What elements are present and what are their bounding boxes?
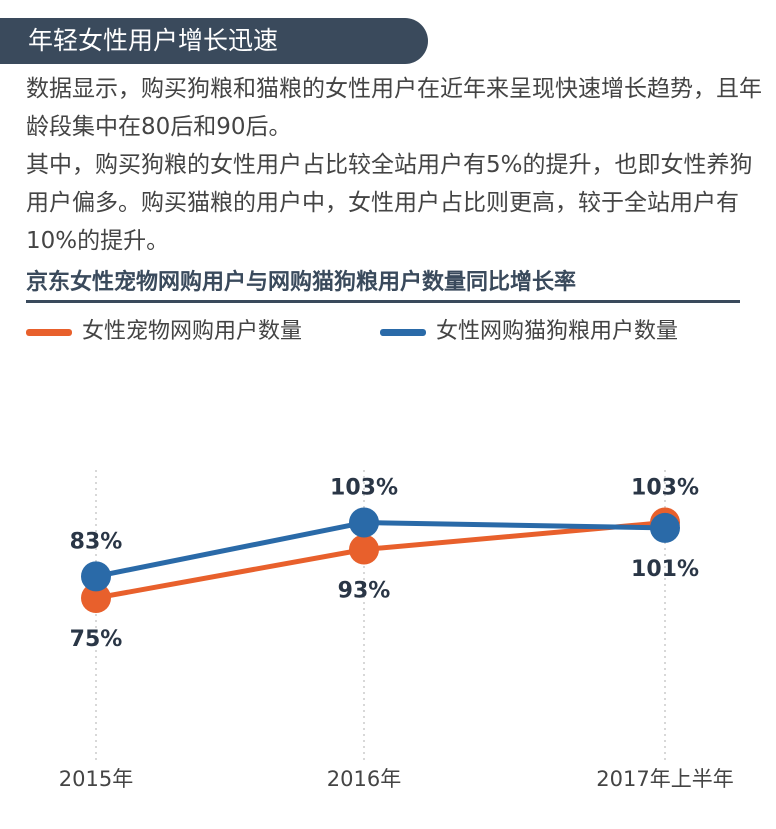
data-point-female-pet-users-1 [81,582,111,613]
data-label-female-pet-users-1: 75% [70,627,123,652]
section-title: 年轻女性用户增长迅速 [28,26,279,55]
data-point-female-food-users-2 [349,507,379,538]
chart-title: 京东女性宠物网购用户与网购猫狗粮用户数量同比增长率 [26,270,577,295]
data-label-female-pet-users-2: 93% [338,578,391,603]
data-label-female-food-users-2: 103% [330,476,398,501]
data-label-female-food-users-1: 83% [70,529,123,554]
data-point-female-food-users-1 [81,561,111,592]
legend-label: 女性网购猫狗粮用户数量 [436,319,679,344]
data-label-female-pet-users-3: 103% [631,476,699,501]
title-divider [26,300,740,303]
legend-swatch-blue [380,329,426,336]
x-tick-label-3: 2017年上半年 [596,767,733,791]
data-label-female-food-users-3: 101% [631,557,699,582]
x-tick-label-1: 2015年 [59,767,133,791]
x-tick-label-2: 2016年 [327,767,401,791]
intro-text: 数据显示，购买狗粮和猫粮的女性用户在近年来呈现快速增长趋势，且年龄段集中在80后… [26,70,766,260]
intro-paragraph-1: 数据显示，购买狗粮和猫粮的女性用户在近年来呈现快速增长趋势，且年龄段集中在80后… [26,76,762,140]
intro-paragraph-2: 其中，购买狗粮的女性用户占比较全站用户有5%的提升，也即女性养狗用户偏多。购买猫… [26,152,753,254]
data-point-female-pet-users-2 [349,534,379,565]
section-banner: 年轻女性用户增长迅速 [0,18,428,64]
legend-swatch-orange [26,329,72,336]
data-point-female-food-users-3 [650,512,680,543]
legend-label: 女性宠物网购用户数量 [82,319,303,344]
